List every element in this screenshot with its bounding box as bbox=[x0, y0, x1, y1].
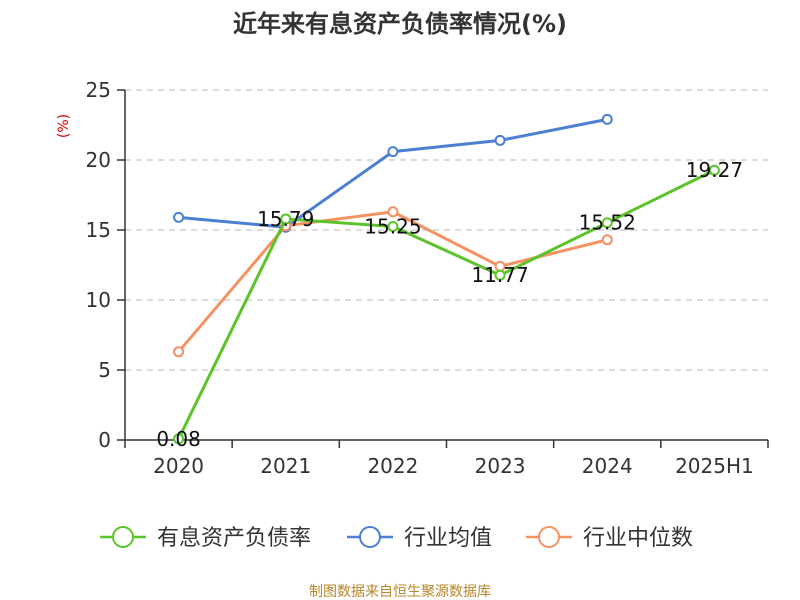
data-label: 15.52 bbox=[579, 211, 636, 235]
series-1-point bbox=[494, 134, 506, 146]
legend-label: 有息资产负债率 bbox=[157, 526, 311, 551]
series-2-point bbox=[601, 234, 613, 246]
axes: 0 5 10 15 20 25 2020 2021 2022 2023 2024 2025H1 bbox=[86, 78, 769, 478]
series-0-line bbox=[177, 168, 716, 440]
legend-swatch-marker bbox=[538, 526, 560, 548]
data-label: 11.77 bbox=[471, 263, 528, 287]
x-tick-label: 2024 bbox=[582, 454, 633, 478]
series-0 bbox=[173, 164, 720, 445]
series-0-point bbox=[708, 164, 720, 176]
legend: 有息资产负债率 行业均值 行业中位数 bbox=[100, 526, 693, 551]
series-1-point bbox=[601, 113, 613, 125]
series-1-point bbox=[173, 211, 185, 223]
series-2-point bbox=[387, 206, 399, 218]
legend-item-2: 行业中位数 bbox=[526, 526, 693, 551]
legend-label: 行业均值 bbox=[404, 526, 492, 551]
x-tick-label: 2023 bbox=[475, 454, 526, 478]
legend-swatch-marker bbox=[359, 526, 381, 548]
y-tick-label: 25 bbox=[86, 78, 111, 102]
x-tick-label: 2025H1 bbox=[675, 454, 754, 478]
source-note: 制图数据来自恒生聚源数据库 bbox=[309, 584, 491, 600]
y-tick-label: 5 bbox=[98, 358, 111, 382]
x-tick-label: 2021 bbox=[260, 454, 311, 478]
data-labels: 0.08 15.79 15.25 11.77 15.52 19.27 bbox=[156, 158, 743, 451]
chart-title: 近年来有息资产负债率情况(%) bbox=[233, 10, 567, 38]
series-group bbox=[173, 113, 720, 445]
y-tick-label: 0 bbox=[98, 428, 111, 452]
legend-item-0: 有息资产负债率 bbox=[100, 526, 311, 551]
x-tick-label: 2022 bbox=[367, 454, 418, 478]
data-label: 15.25 bbox=[364, 215, 421, 239]
series-2-point bbox=[173, 346, 185, 358]
data-label: 15.79 bbox=[257, 207, 314, 231]
gridlines bbox=[125, 89, 768, 371]
series-0-point bbox=[601, 217, 613, 229]
legend-label: 行业中位数 bbox=[583, 526, 693, 551]
y-tick-label: 10 bbox=[86, 288, 111, 312]
x-tick-label: 2020 bbox=[153, 454, 204, 478]
series-0-point bbox=[173, 433, 185, 445]
series-0-point bbox=[494, 269, 506, 281]
y-axis-label: (%) bbox=[56, 114, 72, 138]
legend-swatch-marker bbox=[112, 526, 134, 548]
data-label: 0.08 bbox=[156, 427, 201, 451]
data-label: 19.27 bbox=[686, 158, 743, 182]
series-0-point bbox=[387, 221, 399, 232]
series-0-point bbox=[280, 213, 292, 225]
y-tick-label: 20 bbox=[86, 148, 111, 172]
y-tick-label: 15 bbox=[86, 218, 111, 242]
series-1-point bbox=[387, 146, 399, 158]
legend-item-1: 行业均值 bbox=[347, 526, 492, 551]
